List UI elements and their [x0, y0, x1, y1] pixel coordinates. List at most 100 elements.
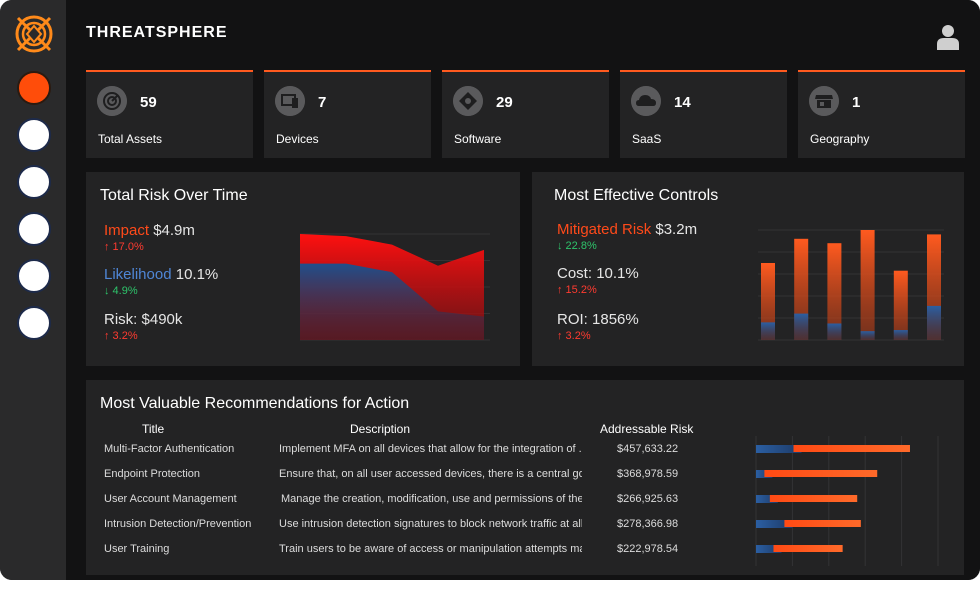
stat-value: 7 [318, 94, 327, 111]
row-title: Multi-Factor Authentication [104, 443, 235, 455]
control-bar-cost [893, 330, 908, 340]
threatsphere-logo-icon[interactable] [14, 14, 54, 54]
stat-card-devices[interactable]: 7 Devices [264, 70, 431, 158]
software-icon [453, 86, 483, 116]
impact-value: $4.9m [153, 222, 195, 239]
roi-value: 1856% [592, 311, 639, 328]
panel-title: Total Risk Over Time [100, 187, 248, 204]
user-avatar-icon[interactable] [936, 24, 960, 50]
table-row[interactable]: User Account Management Manage the creat… [86, 493, 746, 515]
stat-value: 59 [140, 94, 157, 111]
sidebar-item-assets[interactable] [17, 118, 51, 152]
impact-label: Impact [104, 222, 150, 239]
sidebar-item-recommendations[interactable] [17, 259, 51, 293]
cost-value: 10.1% [596, 265, 639, 282]
recommendations-panel: Most Valuable Recommendations for Action… [86, 380, 964, 575]
stat-label: Total Assets [98, 132, 163, 146]
likelihood-value: 10.1% [175, 266, 219, 283]
sidebar [0, 0, 66, 580]
cost-metric: Cost: 10.1% [557, 265, 639, 282]
row-risk: $278,366.98 [617, 518, 679, 530]
table-row[interactable]: User Training Train users to be aware of… [86, 543, 746, 565]
controls-bar-chart [758, 229, 944, 341]
impact-delta: ↑ 17.0% [104, 241, 144, 253]
sidebar-item-risks[interactable] [17, 165, 51, 199]
panel-title: Most Effective Controls [554, 187, 719, 204]
likelihood-delta: ↓ 4.9% [104, 285, 138, 297]
roi-metric: ROI: 1856% [557, 311, 639, 328]
stat-value: 1 [852, 94, 861, 111]
control-bar-cost [827, 323, 842, 340]
stat-card-total-assets[interactable]: 59 Total Assets [86, 70, 253, 158]
row-description: Implement MFA on all devices that allow … [279, 443, 582, 455]
stat-card-geography[interactable]: 1 Geography [798, 70, 965, 158]
row-description: Use intrusion detection signatures to bl… [279, 518, 582, 530]
row-risk: $222,978.54 [617, 543, 679, 555]
row-title: Endpoint Protection [104, 468, 201, 480]
stat-label: Geography [810, 132, 870, 146]
risk-metric: Risk: $490k [104, 311, 182, 328]
area-series-likelihood [300, 263, 484, 340]
rec-bar-blue [756, 470, 773, 478]
brand-title: THREATSPHERE [86, 24, 228, 41]
stat-card-software[interactable]: 29 Software [442, 70, 609, 158]
rec-bar-blue [756, 520, 793, 528]
stat-label: Software [454, 132, 502, 146]
effective-controls-panel: Most Effective Controls Mitigated Risk $… [532, 172, 964, 366]
devices-icon [275, 86, 305, 116]
recommendations-bar-chart [755, 436, 939, 566]
panel-title: Most Valuable Recommendations for Action [100, 395, 410, 412]
cost-label: Cost: [557, 265, 593, 282]
main-content: THREATSPHERE 59 Total Assets 7 Devices [66, 0, 980, 580]
table-row[interactable]: Intrusion Detection/Prevention Use intru… [86, 518, 746, 540]
row-risk: $368,978.59 [617, 468, 679, 480]
rec-bar-blue [756, 545, 782, 553]
mitigated-metric: Mitigated Risk $3.2m [557, 221, 697, 238]
rec-bar-orange [769, 495, 858, 502]
impact-metric: Impact $4.9m [104, 222, 195, 239]
control-bar-mitigated [860, 230, 875, 340]
roi-label: ROI: [557, 311, 588, 328]
risk-label: Risk: [104, 311, 138, 328]
control-bar-cost [860, 331, 875, 340]
table-row[interactable]: Endpoint Protection Ensure that, on all … [86, 468, 746, 490]
rec-bar-orange [784, 520, 861, 527]
control-bar-cost [794, 313, 809, 340]
rec-bar-orange [773, 545, 843, 552]
sidebar-item-dashboard[interactable] [17, 71, 51, 105]
control-bar-mitigated [893, 270, 908, 340]
rec-bar-blue [756, 445, 802, 453]
row-risk: $266,925.63 [617, 493, 679, 505]
sidebar-item-settings[interactable] [17, 306, 51, 340]
store-icon [809, 86, 839, 116]
likelihood-label: Likelihood [104, 266, 172, 283]
row-description: Ensure that, on all user accessed device… [279, 468, 582, 480]
stat-label: SaaS [632, 132, 662, 146]
column-header-title[interactable]: Title [142, 422, 165, 436]
row-title: Intrusion Detection/Prevention [104, 518, 252, 530]
control-bar-cost [761, 322, 775, 340]
stat-value: 29 [496, 94, 513, 111]
control-bar-mitigated [761, 263, 775, 340]
stat-card-saas[interactable]: 14 SaaS [620, 70, 787, 158]
mitigated-delta: ↓ 22.8% [557, 240, 597, 252]
sidebar-item-controls[interactable] [17, 212, 51, 246]
rec-bar-orange [764, 470, 878, 477]
rec-bar-orange [793, 445, 910, 452]
table-row[interactable]: Multi-Factor Authentication Implement MF… [86, 443, 746, 465]
column-header-addressable-risk[interactable]: Addressable Risk [600, 422, 694, 436]
roi-delta: ↑ 3.2% [557, 330, 591, 342]
control-bar-mitigated [827, 243, 842, 340]
mitigated-value: $3.2m [655, 221, 698, 238]
assets-icon [97, 86, 127, 116]
risk-value: $490k [141, 311, 183, 328]
row-risk: $457,633.22 [617, 443, 679, 455]
row-title: User Training [104, 543, 170, 555]
risk-area-chart [300, 233, 490, 341]
rec-bar-blue [756, 495, 778, 503]
row-description: Train users to be aware of access or man… [279, 543, 582, 555]
column-header-description[interactable]: Description [350, 422, 411, 436]
row-title: User Account Management [104, 493, 237, 505]
risk-delta: ↑ 3.2% [104, 330, 138, 342]
